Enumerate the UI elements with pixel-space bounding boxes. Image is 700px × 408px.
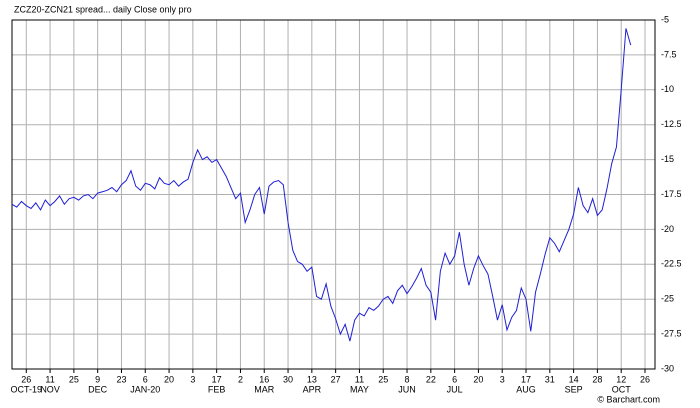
month-label: JAN-20 <box>130 384 160 394</box>
month-label: SEP <box>565 384 583 394</box>
y-tick-label: -20 <box>661 224 674 234</box>
y-tick-label: -25 <box>661 294 674 304</box>
month-label: FEB <box>208 384 226 394</box>
price-line <box>11 28 632 342</box>
x-tick-label: 26 <box>21 374 31 384</box>
month-label: DEC <box>88 384 108 394</box>
x-tick-label: 20 <box>164 374 174 384</box>
x-tick-label: 30 <box>283 374 293 384</box>
x-tick-label: 17 <box>521 374 531 384</box>
x-tick-label: 25 <box>378 374 388 384</box>
y-tick-label: -12.5 <box>661 119 682 129</box>
plot-border <box>11 19 656 370</box>
month-label: NOV <box>40 384 60 394</box>
x-tick-label: 3 <box>190 374 195 384</box>
month-label: MAR <box>254 384 275 394</box>
month-label: JUL <box>447 384 463 394</box>
month-label: APR <box>303 384 322 394</box>
x-tick-label: 6 <box>452 374 457 384</box>
x-tick-label: 22 <box>426 374 436 384</box>
month-label: AUG <box>516 384 536 394</box>
x-tick-label: 17 <box>212 374 222 384</box>
x-tick-label: 23 <box>116 374 126 384</box>
x-tick-label: 2 <box>238 374 243 384</box>
y-tick-label: -10 <box>661 84 674 94</box>
x-tick-label: 16 <box>259 374 269 384</box>
y-tick-label: -17.5 <box>661 189 682 199</box>
x-tick-label: 11 <box>45 374 54 384</box>
x-tick-label: 20 <box>473 374 483 384</box>
x-tick-label: 14 <box>569 374 579 384</box>
month-label: JUN <box>398 384 416 394</box>
chart-title: ZCZ20-ZCN21 spread... daily Close only p… <box>14 4 192 14</box>
x-tick-label: 28 <box>592 374 602 384</box>
footer: © Barchart.com <box>597 394 660 404</box>
y-tick-label: -15 <box>661 154 674 164</box>
month-label: OCT <box>612 384 632 394</box>
y-tick-label: -22.5 <box>661 259 682 269</box>
x-tick-label: 9 <box>95 374 100 384</box>
x-tick-label: 11 <box>355 374 364 384</box>
y-tick-label: -30 <box>661 363 674 373</box>
month-label: MAY <box>350 384 369 394</box>
x-tick-label: 13 <box>307 374 317 384</box>
month-label: OCT-19 <box>11 384 43 394</box>
y-tick-label: -27.5 <box>661 328 682 338</box>
x-tick-label: 26 <box>640 374 650 384</box>
y-tick-label: -5 <box>661 14 669 24</box>
x-tick-label: 6 <box>143 374 148 384</box>
x-tick-label: 25 <box>69 374 79 384</box>
x-tick-label: 31 <box>545 374 555 384</box>
y-tick-label: -7.5 <box>661 49 677 59</box>
x-tick-label: 12 <box>616 374 626 384</box>
x-tick-label: 8 <box>405 374 410 384</box>
x-tick-label: 3 <box>500 374 505 384</box>
x-tick-label: 27 <box>331 374 341 384</box>
